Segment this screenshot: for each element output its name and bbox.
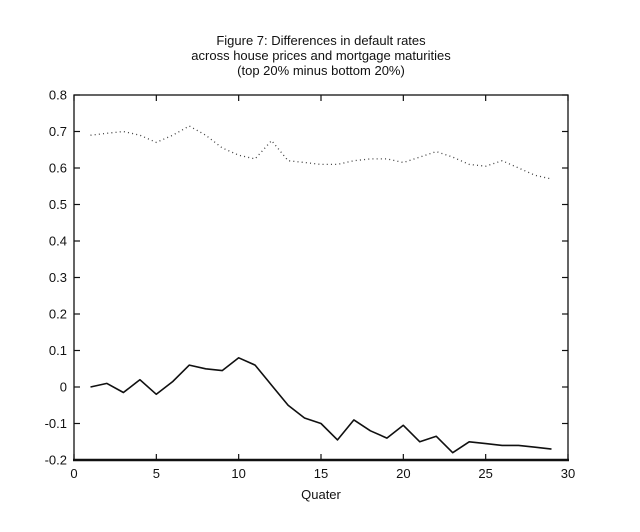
y-tick-label: 0.4 bbox=[49, 234, 67, 249]
x-tick-label: 10 bbox=[231, 466, 245, 481]
chart-title-line3: (top 20% minus bottom 20%) bbox=[237, 63, 405, 78]
chart-title-line1: Figure 7: Differences in default rates bbox=[216, 33, 426, 48]
y-tick-label: 0.8 bbox=[49, 88, 67, 103]
plot-box bbox=[73, 94, 569, 461]
x-tick-label: 0 bbox=[70, 466, 77, 481]
x-tick-label: 25 bbox=[478, 466, 492, 481]
x-tick-label: 30 bbox=[561, 466, 575, 481]
y-tick-label: 0.3 bbox=[49, 270, 67, 285]
y-tick-label: -0.2 bbox=[45, 453, 67, 468]
y-tick-label: -0.1 bbox=[45, 416, 67, 431]
y-tick-label: 0.7 bbox=[49, 124, 67, 139]
y-tick-label: 0.6 bbox=[49, 161, 67, 176]
x-tick-label: 20 bbox=[396, 466, 410, 481]
series-line-dotted bbox=[90, 125, 552, 180]
x-axis-label: Quater bbox=[301, 487, 341, 502]
y-tick-label: 0 bbox=[60, 380, 67, 395]
y-tick-label: 0.5 bbox=[49, 197, 67, 212]
x-tick-label: 5 bbox=[153, 466, 160, 481]
y-tick-label: 0.1 bbox=[49, 343, 67, 358]
chart-title-line2: across house prices and mortgage maturit… bbox=[191, 48, 451, 63]
chart-title: Figure 7: Differences in default rates a… bbox=[74, 33, 568, 78]
y-tick-label: 0.2 bbox=[49, 307, 67, 322]
x-tick-label: 15 bbox=[314, 466, 328, 481]
series-line-solid bbox=[90, 356, 552, 454]
